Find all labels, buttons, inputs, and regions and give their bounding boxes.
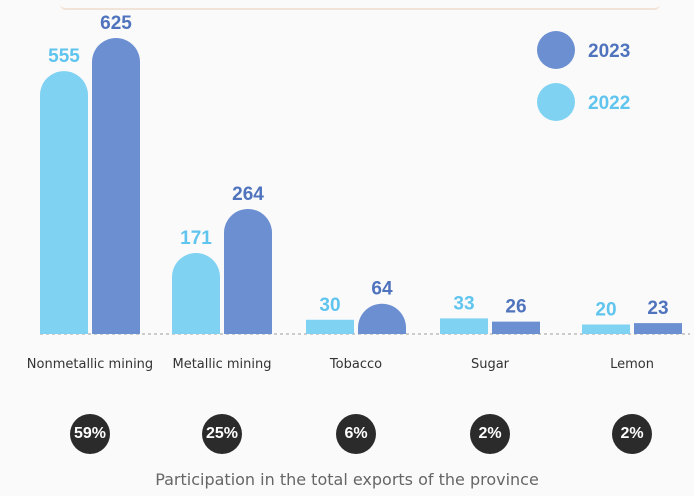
bar-nonmetallic-mining-2022 [40, 71, 88, 334]
share-badge-lemon: 2% [612, 414, 652, 454]
value-label-nonmetallic-mining-2022: 555 [48, 46, 80, 67]
value-label-lemon-2022: 20 [595, 300, 616, 321]
bar-sugar-2022 [440, 318, 488, 334]
share-badge-tobacco: 6% [336, 414, 376, 454]
bar-tobacco-2022 [306, 319, 354, 334]
bar-nonmetallic-mining-2023 [92, 38, 140, 334]
share-badge-metallic-mining: 25% [202, 414, 242, 454]
category-label-lemon: Lemon [610, 357, 654, 372]
value-label-tobacco-2022: 30 [319, 295, 340, 316]
category-label-nonmetallic-mining: Nonmetallic mining [27, 357, 153, 372]
value-label-nonmetallic-mining-2023: 625 [100, 13, 132, 34]
bar-lemon-2022 [582, 324, 630, 334]
value-label-metallic-mining-2023: 264 [232, 184, 264, 205]
legend-swatch-2023 [537, 31, 575, 69]
bars-layer [40, 38, 682, 334]
footnote: Participation in the total exports of th… [155, 470, 539, 489]
legend: 2023 2022 [537, 31, 630, 121]
category-label-tobacco: Tobacco [329, 357, 382, 372]
bar-metallic-mining-2023 [224, 208, 272, 334]
bar-lemon-2023 [634, 323, 682, 334]
value-label-metallic-mining-2022: 171 [180, 228, 212, 249]
value-label-lemon-2023: 23 [647, 298, 668, 319]
top-border-strip [60, 0, 660, 10]
value-label-sugar-2023: 26 [505, 297, 526, 318]
category-label-sugar: Sugar [471, 357, 510, 372]
legend-swatch-2022 [537, 83, 575, 121]
bar-tobacco-2023 [358, 303, 406, 334]
legend-label-2022: 2022 [588, 93, 630, 114]
value-label-tobacco-2023: 64 [371, 279, 393, 300]
bar-metallic-mining-2022 [172, 253, 220, 334]
share-badge-sugar: 2% [470, 414, 510, 454]
share-badge-nonmetallic-mining: 59% [70, 414, 110, 454]
bar-sugar-2023 [492, 321, 540, 334]
value-label-sugar-2022: 33 [453, 293, 474, 314]
category-label-metallic-mining: Metallic mining [172, 357, 271, 372]
category-labels-layer: Nonmetallic mining Metallic mining Tobacco… [27, 357, 654, 372]
legend-label-2023: 2023 [588, 41, 630, 62]
